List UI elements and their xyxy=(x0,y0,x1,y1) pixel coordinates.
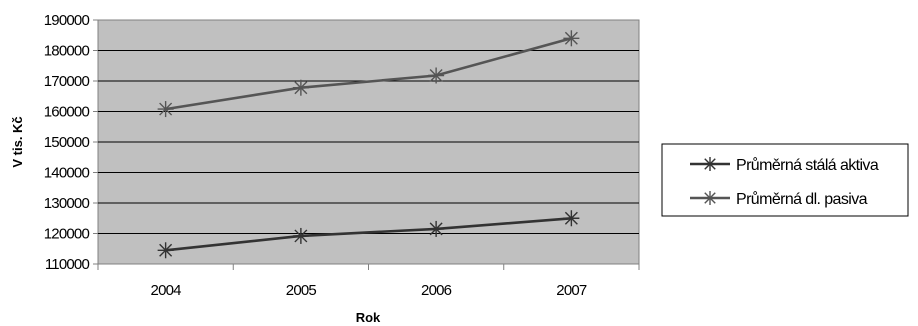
y-axis-title: V tis. Kč xyxy=(10,116,25,167)
y-tick-label: 150000 xyxy=(44,134,90,151)
series-line xyxy=(165,37,572,111)
legend-item: Průměrná stálá aktiva xyxy=(690,156,879,174)
legend-label: Průměrná dl. pasiva xyxy=(736,190,868,208)
y-tick-label: 170000 xyxy=(44,73,90,90)
legend: Průměrná stálá aktiva Průměrná dl. pasiva xyxy=(661,143,909,217)
y-axis-ticks: 110000 120000 130000 140000 150000 160000 1700… xyxy=(44,12,98,273)
data-point xyxy=(157,242,174,259)
y-tick-label: 190000 xyxy=(44,12,90,29)
x-tick-label: 2004 xyxy=(151,282,182,299)
y-tick-label: 130000 xyxy=(44,195,90,212)
data-point xyxy=(157,101,174,118)
y-tick-label: 180000 xyxy=(44,43,90,60)
legend-box xyxy=(661,143,909,217)
data-point xyxy=(563,210,580,227)
y-tick-label: 120000 xyxy=(44,226,90,243)
y-tick-label: 110000 xyxy=(45,256,90,273)
y-tick-label: 160000 xyxy=(44,104,90,121)
series-line xyxy=(165,217,572,252)
x-axis-ticks: 2004 2005 2006 2007 xyxy=(97,264,640,299)
series-0 xyxy=(157,210,580,259)
series-layer xyxy=(157,30,580,259)
data-point xyxy=(563,30,580,47)
series-1 xyxy=(157,30,580,118)
y-tick-label: 140000 xyxy=(44,165,90,182)
legend-marker xyxy=(703,191,717,205)
data-point xyxy=(428,220,445,237)
legend-item: Průměrná dl. pasiva xyxy=(690,190,868,208)
data-point xyxy=(428,67,445,84)
x-axis-title: Rok xyxy=(356,310,381,325)
x-tick-label: 2006 xyxy=(421,282,452,299)
x-tick-label: 2005 xyxy=(286,282,317,299)
x-tick-label: 2007 xyxy=(556,282,587,299)
legend-items: Průměrná stálá aktiva Průměrná dl. pasiva xyxy=(690,156,879,208)
legend-label: Průměrná stálá aktiva xyxy=(736,156,879,174)
data-point xyxy=(292,227,309,244)
data-point xyxy=(292,79,309,96)
legend-marker xyxy=(703,157,717,171)
